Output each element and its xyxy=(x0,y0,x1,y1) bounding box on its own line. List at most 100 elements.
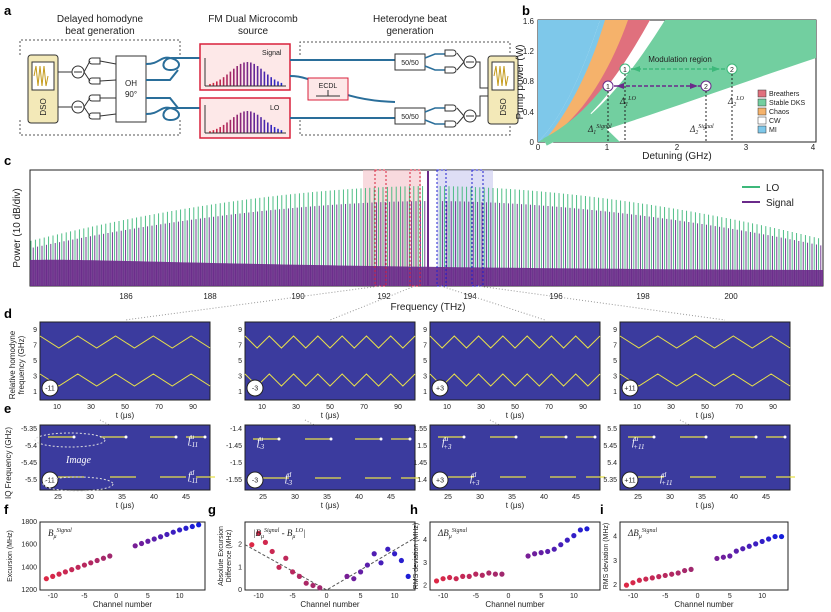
d-xtick: 10 xyxy=(53,404,61,411)
channel-badge-label: -3 xyxy=(252,386,258,393)
channel-badge-label: -11 xyxy=(45,478,55,485)
legend-signal: Signal xyxy=(766,198,794,209)
e-ytick: 5.4 xyxy=(607,460,617,467)
lo-comb-spectrum xyxy=(209,111,283,133)
channel-badge-label: -3 xyxy=(252,478,258,485)
e-xtick: 40 xyxy=(540,494,548,501)
e-ytick: 5.5 xyxy=(607,426,617,433)
data-point xyxy=(43,576,49,582)
coupler-bottom xyxy=(394,107,426,125)
panel-label-d: d xyxy=(4,306,12,321)
delta2-signal: Δ2Signal xyxy=(689,124,714,136)
channel-badge-label: +3 xyxy=(436,478,444,485)
e-xtick: 35 xyxy=(323,494,331,501)
i-xtick: -5 xyxy=(662,593,668,600)
channel-badge-label: +11 xyxy=(624,386,635,393)
e-xtick: 45 xyxy=(387,494,395,501)
channel-minus11-box xyxy=(374,169,387,287)
channel-badge xyxy=(246,471,264,489)
e-xlabel: t (μs) xyxy=(321,501,340,510)
e-subplot-bg xyxy=(429,424,601,491)
data-point xyxy=(656,574,662,580)
data-point xyxy=(714,555,720,562)
b-xtick-4: 4 xyxy=(811,143,816,152)
d-ytick: 9 xyxy=(423,327,427,334)
data-point xyxy=(310,582,316,589)
panel-f: f 1200 1400 1600 1800 -10 -5 0 5 10 Channel number… xyxy=(4,502,206,609)
breathers-region xyxy=(557,20,650,132)
d-xtick: 70 xyxy=(545,404,553,411)
g-ytick: 1 xyxy=(238,564,242,571)
d-xtick: 30 xyxy=(477,404,485,411)
e-xtick: 45 xyxy=(182,494,190,501)
channel-badge xyxy=(41,379,59,397)
homodyne-title-2: beat generation xyxy=(65,26,135,37)
data-point xyxy=(688,566,694,572)
data-point xyxy=(753,541,759,547)
g-xtick: -10 xyxy=(254,593,264,600)
h-xtick: -5 xyxy=(473,593,479,600)
e-xtick: 30 xyxy=(291,494,299,501)
e-ytick: -1.55 xyxy=(226,477,242,484)
b-xtick-0: 0 xyxy=(536,143,541,152)
d-ytick: 7 xyxy=(423,342,427,349)
d-xlabel: t (μs) xyxy=(321,411,340,420)
e-ytick: -5.4 xyxy=(25,443,37,450)
data-point xyxy=(636,577,642,583)
data-point xyxy=(630,580,636,586)
homodyne-trace xyxy=(429,335,601,349)
data-point xyxy=(50,573,56,580)
g-ylabel-1: Absolute Excursion xyxy=(218,526,225,586)
e-ytick: -1.45 xyxy=(226,443,242,450)
channel-minus3-box xyxy=(409,169,421,287)
data-point xyxy=(364,562,370,568)
data-point xyxy=(249,542,255,548)
d-ytick: 5 xyxy=(423,358,427,365)
d-subplot-bg xyxy=(39,321,211,401)
e-xtick: 25 xyxy=(54,494,62,501)
d-xlabel: t (μs) xyxy=(116,411,135,420)
data-point xyxy=(378,560,384,566)
channel-badge xyxy=(621,379,639,397)
d-ytick: 1 xyxy=(238,389,242,396)
e-ytick: 1.45 xyxy=(413,460,427,467)
d-ytick: 3 xyxy=(238,374,242,381)
homodyne-trace xyxy=(244,373,416,387)
data-point xyxy=(385,546,391,552)
panel-label-g: g xyxy=(208,502,216,517)
delta1-lo: Δ1LO xyxy=(619,96,637,108)
detectors-right xyxy=(424,49,488,128)
data-point xyxy=(564,537,570,543)
d-xtick: 50 xyxy=(701,404,709,411)
d-ytick: 5 xyxy=(33,358,37,365)
ecdl-label: ECDL xyxy=(319,83,338,90)
data-point xyxy=(479,572,485,578)
c-ylabel: Power (10 dB/div) xyxy=(12,188,23,267)
channel-badge xyxy=(431,471,449,489)
e-xtick: 45 xyxy=(762,494,770,501)
channel-badge-label: +11 xyxy=(624,478,635,485)
data-point xyxy=(371,551,377,557)
data-point xyxy=(405,573,411,580)
heterodyne-bracket xyxy=(299,41,511,55)
data-point xyxy=(170,529,176,535)
panel-e: e IQ Frequency (GHz) -5.35 -5.4 -5.45 -5.5 2… xyxy=(4,401,795,510)
h-ylabel: RMS deviation (MHz) xyxy=(413,523,420,590)
panel-g: g 0 1 2 -10 -5 0 5 10 Channel number Absolute Excu… xyxy=(208,502,416,609)
homodyne-trace xyxy=(39,373,211,387)
panel-a: a Delayed homodyne beat generation FM Du… xyxy=(4,3,519,139)
d-xtick: 50 xyxy=(121,404,129,411)
f-lower-label: fd -3 xyxy=(285,471,293,487)
e-ytick: -5.45 xyxy=(21,460,37,467)
iq-dot xyxy=(652,435,656,439)
dks-region xyxy=(565,20,816,142)
g-xlabel: Channel number xyxy=(300,600,359,609)
data-point xyxy=(94,557,100,564)
channel-badge-label: +3 xyxy=(436,386,444,393)
optical-hybrid xyxy=(115,55,147,123)
delay-line-top xyxy=(145,56,200,72)
d-xtick: 70 xyxy=(360,404,368,411)
i-ytick: 3 xyxy=(613,558,617,565)
data-point xyxy=(398,557,404,564)
b-ytick-4: 1.6 xyxy=(523,17,535,26)
